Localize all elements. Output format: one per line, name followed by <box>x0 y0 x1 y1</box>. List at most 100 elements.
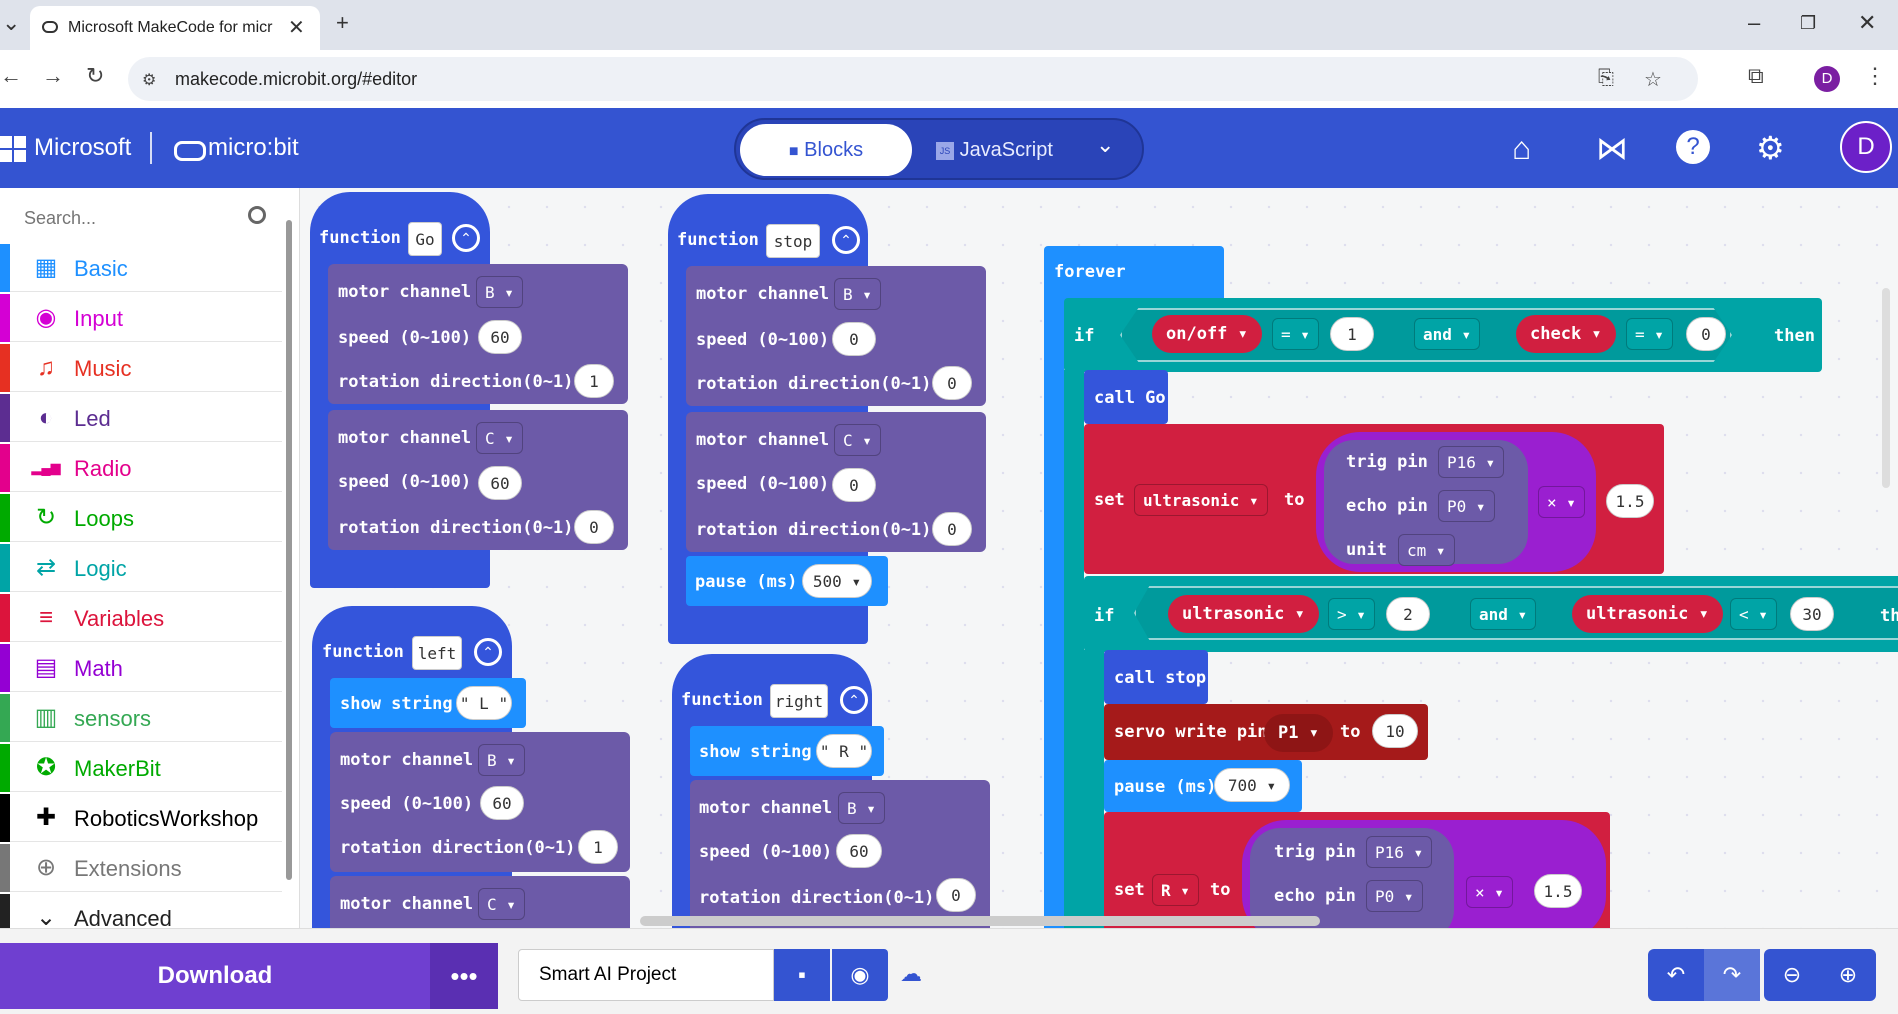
home-icon[interactable]: ⌂ <box>1512 130 1532 166</box>
redo-button[interactable]: ↷ <box>1704 949 1760 1001</box>
blocks-tab[interactable]: ■ Blocks <box>740 124 912 176</box>
function-stop-name[interactable]: stop <box>766 224 820 258</box>
forever-block[interactable] <box>1044 246 1224 302</box>
multiply-operator[interactable]: × ▾ <box>1538 486 1585 518</box>
category-advanced[interactable]: ⌄ Advanced <box>0 894 282 928</box>
rotation-input[interactable]: 0 <box>936 878 976 912</box>
category-sensors[interactable]: ▥ sensors <box>0 694 282 742</box>
ultrasonic-var-dropdown[interactable]: ultrasonic ▾ <box>1134 484 1268 516</box>
call-go-block[interactable] <box>1084 370 1168 424</box>
microbit-label[interactable]: micro:bit <box>208 134 299 161</box>
pause-value[interactable]: 700 ▾ <box>1214 768 1290 802</box>
category-logic[interactable]: ⇄ Logic <box>0 544 282 592</box>
servo-pin-dropdown[interactable]: P1 ▾ <box>1264 714 1333 752</box>
mode-dropdown-chevron-icon[interactable]: ⌄ <box>1096 132 1115 157</box>
call-stop-block[interactable] <box>1104 650 1208 704</box>
rotation-input[interactable]: 0 <box>932 512 972 546</box>
search-input[interactable] <box>6 196 236 240</box>
function-left-name[interactable]: left <box>412 636 462 670</box>
less-operator[interactable]: < ▾ <box>1730 598 1777 630</box>
bookmark-star-icon[interactable]: ☆ <box>1644 69 1662 91</box>
category-variables[interactable]: ≡ Variables <box>0 594 282 642</box>
equals-operator[interactable]: = ▾ <box>1272 318 1319 350</box>
help-icon[interactable]: ? <box>1676 130 1710 164</box>
category-loops[interactable]: ↻ Loops <box>0 494 282 542</box>
collapse-go-icon[interactable]: ⌃ <box>452 224 480 252</box>
address-bar[interactable]: ⚙ makecode.microbit.org/#editor ☆ ⎘ <box>128 57 1698 101</box>
settings-gear-icon[interactable]: ⚙ <box>1756 130 1785 166</box>
channel-dropdown[interactable]: C ▾ <box>476 422 523 454</box>
and-operator[interactable]: and ▾ <box>1470 598 1537 630</box>
zoom-in-button[interactable]: ⊕ <box>1820 949 1876 1001</box>
blocks-workspace[interactable]: function Go ⌃ motor channel B ▾ speed (0… <box>300 188 1898 928</box>
r-var-dropdown[interactable]: R ▾ <box>1152 874 1199 906</box>
servo-angle[interactable]: 10 <box>1372 714 1418 748</box>
channel-dropdown[interactable]: B ▾ <box>478 744 525 776</box>
rotation-input[interactable]: 1 <box>578 830 618 864</box>
speed-input[interactable]: 60 <box>478 466 522 500</box>
collapse-right-icon[interactable]: ⌃ <box>840 686 868 714</box>
tab-list-icon[interactable]: ⌄ <box>2 10 21 35</box>
speed-input[interactable]: 0 <box>832 322 876 356</box>
site-info-icon[interactable]: ⚙ <box>142 72 157 89</box>
compare-value-2[interactable]: 2 <box>1386 597 1430 631</box>
restore-icon[interactable]: ❐ <box>1800 13 1817 33</box>
back-icon[interactable]: ← <box>0 63 22 88</box>
category-basic[interactable]: ▦ Basic <box>0 244 282 292</box>
check-variable[interactable]: check ▾ <box>1516 315 1616 353</box>
channel-dropdown[interactable]: B ▾ <box>834 278 881 310</box>
zoom-out-button[interactable]: ⊖ <box>1764 949 1820 1001</box>
channel-dropdown[interactable]: B ▾ <box>838 792 885 824</box>
workspace-scrollbar-v[interactable] <box>1882 288 1890 488</box>
onoff-variable[interactable]: on/off ▾ <box>1152 315 1262 353</box>
channel-dropdown[interactable]: B ▾ <box>476 276 523 308</box>
javascript-tab[interactable]: JS JavaScript <box>936 124 1053 176</box>
collapse-stop-icon[interactable]: ⌃ <box>832 226 860 254</box>
show-string-value[interactable]: " L " <box>456 686 512 720</box>
speed-input[interactable]: 60 <box>480 786 524 820</box>
multiply-operator[interactable]: × ▾ <box>1466 876 1513 908</box>
browser-menu-icon[interactable]: ⋮ <box>1864 63 1886 88</box>
rotation-input[interactable]: 1 <box>574 364 614 398</box>
echo-pin-dropdown[interactable]: P0 ▾ <box>1438 490 1495 522</box>
minimize-icon[interactable]: – <box>1748 10 1761 35</box>
speed-input[interactable]: 60 <box>478 320 522 354</box>
rotation-input[interactable]: 0 <box>574 510 614 544</box>
project-name-input[interactable]: Smart AI Project <box>518 949 774 1001</box>
github-button[interactable]: ◉ <box>832 949 888 1001</box>
greater-operator[interactable]: > ▾ <box>1328 598 1375 630</box>
category-radio[interactable]: ▂▄▆ Radio <box>0 444 282 492</box>
speed-input[interactable]: 0 <box>832 468 876 502</box>
ultrasonic-variable[interactable]: ultrasonic ▾ <box>1168 595 1319 633</box>
user-avatar[interactable]: D <box>1840 121 1892 173</box>
extensions-icon[interactable]: ⧉ <box>1748 63 1764 88</box>
workspace-scrollbar-h[interactable] <box>640 916 1320 926</box>
category-music[interactable]: ♫ Music <box>0 344 282 392</box>
show-string-value[interactable]: " R " <box>816 734 872 768</box>
echo-pin-dropdown[interactable]: P0 ▾ <box>1366 880 1423 912</box>
cloud-sync-icon[interactable]: ☁ <box>900 961 922 986</box>
channel-dropdown[interactable]: C ▾ <box>834 424 881 456</box>
install-app-icon[interactable]: ⎘ <box>1598 67 1614 89</box>
compare-value-0[interactable]: 0 <box>1686 317 1726 351</box>
window-close-icon[interactable]: ✕ <box>1858 10 1877 35</box>
rotation-input[interactable]: 0 <box>932 366 972 400</box>
compare-value-1[interactable]: 1 <box>1330 317 1374 351</box>
category-extensions[interactable]: ⊕ Extensions <box>0 844 282 892</box>
category-input[interactable]: ◉ Input <box>0 294 282 342</box>
category-led[interactable]: ◐ Led <box>0 394 282 442</box>
compare-value-30[interactable]: 30 <box>1790 597 1834 631</box>
category-math[interactable]: ▤ Math <box>0 644 282 692</box>
equals-operator[interactable]: = ▾ <box>1626 318 1673 350</box>
multiply-factor[interactable]: 1.5 <box>1606 484 1654 518</box>
save-button[interactable]: ▪ <box>774 949 830 1001</box>
category-makerbit[interactable]: ✪ MakerBit <box>0 744 282 792</box>
pause-value[interactable]: 500 ▾ <box>802 564 872 598</box>
forward-icon[interactable]: → <box>42 63 64 88</box>
toolbox-scrollbar[interactable] <box>284 200 294 880</box>
speed-input[interactable]: 60 <box>836 834 882 868</box>
function-go-name[interactable]: Go <box>408 222 442 256</box>
unit-dropdown[interactable]: cm ▾ <box>1398 534 1455 566</box>
download-button[interactable]: Download <box>0 943 430 1009</box>
profile-avatar[interactable]: D <box>1814 66 1840 92</box>
